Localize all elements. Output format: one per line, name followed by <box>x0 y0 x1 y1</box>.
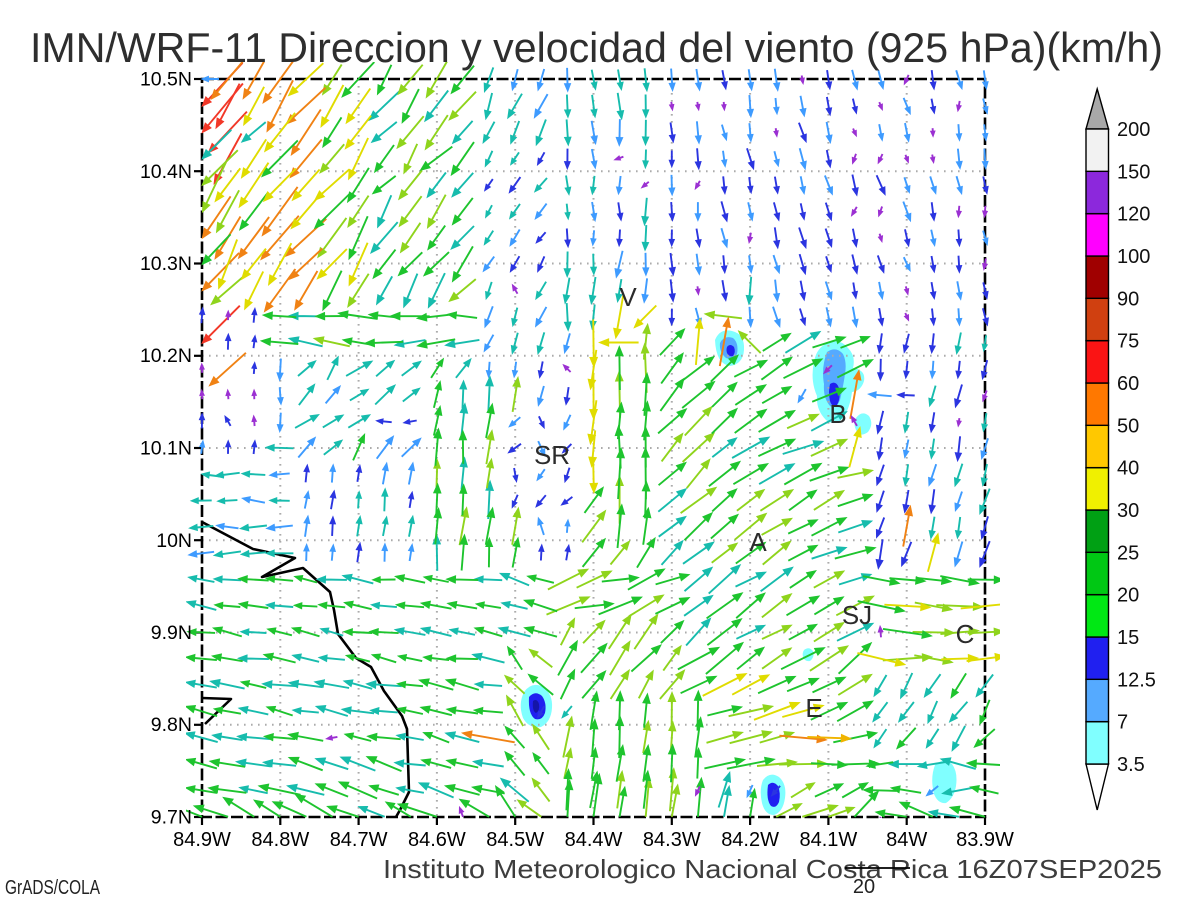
svg-text:7: 7 <box>1117 712 1128 734</box>
svg-text:84.5W: 84.5W <box>486 829 544 851</box>
svg-text:10N: 10N <box>156 530 192 552</box>
svg-text:SR: SR <box>534 440 570 470</box>
svg-text:84.9W: 84.9W <box>173 829 231 851</box>
svg-text:12.5: 12.5 <box>1117 669 1156 691</box>
svg-text:10.2N: 10.2N <box>140 345 192 367</box>
svg-text:9.7N: 9.7N <box>151 807 192 829</box>
svg-text:84.1W: 84.1W <box>799 829 857 851</box>
svg-text:30: 30 <box>1117 500 1139 522</box>
svg-text:25: 25 <box>1117 542 1139 564</box>
svg-text:84W: 84W <box>886 829 927 851</box>
svg-text:150: 150 <box>1117 161 1150 183</box>
svg-text:10.1N: 10.1N <box>140 438 192 460</box>
svg-text:B: B <box>829 399 846 429</box>
svg-text:IMN/WRF-11 Direccion y velocid: IMN/WRF-11 Direccion y velocidad del vie… <box>30 24 1163 71</box>
svg-text:GrADS/COLA: GrADS/COLA <box>5 877 101 899</box>
svg-text:C: C <box>956 619 975 649</box>
svg-text:84.7W: 84.7W <box>330 829 388 851</box>
svg-text:100: 100 <box>1117 246 1150 268</box>
svg-text:84.4W: 84.4W <box>565 829 623 851</box>
svg-text:10.5N: 10.5N <box>140 69 192 91</box>
svg-text:10.4N: 10.4N <box>140 161 192 183</box>
svg-text:75: 75 <box>1117 331 1139 353</box>
svg-text:SJ: SJ <box>842 600 872 630</box>
svg-text:84.3W: 84.3W <box>643 829 701 851</box>
svg-text:Instituto Meteorologico Nacion: Instituto Meteorologico Nacional Costa R… <box>383 854 1162 884</box>
svg-text:200: 200 <box>1117 119 1150 141</box>
svg-text:20: 20 <box>853 876 875 898</box>
svg-text:60: 60 <box>1117 373 1139 395</box>
svg-text:20: 20 <box>1117 585 1139 607</box>
svg-text:9.8N: 9.8N <box>151 714 192 736</box>
svg-text:15: 15 <box>1117 627 1139 649</box>
svg-text:90: 90 <box>1117 288 1139 310</box>
svg-text:V: V <box>619 282 637 312</box>
svg-text:84.2W: 84.2W <box>721 829 779 851</box>
svg-text:83.9W: 83.9W <box>956 829 1014 851</box>
svg-text:120: 120 <box>1117 204 1150 226</box>
svg-text:E: E <box>805 693 822 723</box>
svg-text:50: 50 <box>1117 415 1139 437</box>
svg-text:9.9N: 9.9N <box>151 622 192 644</box>
svg-text:3.5: 3.5 <box>1117 754 1145 776</box>
svg-text:84.6W: 84.6W <box>408 829 466 851</box>
svg-text:84.8W: 84.8W <box>251 829 309 851</box>
svg-text:40: 40 <box>1117 458 1139 480</box>
svg-text:10.3N: 10.3N <box>140 253 192 275</box>
svg-text:A: A <box>749 527 767 557</box>
